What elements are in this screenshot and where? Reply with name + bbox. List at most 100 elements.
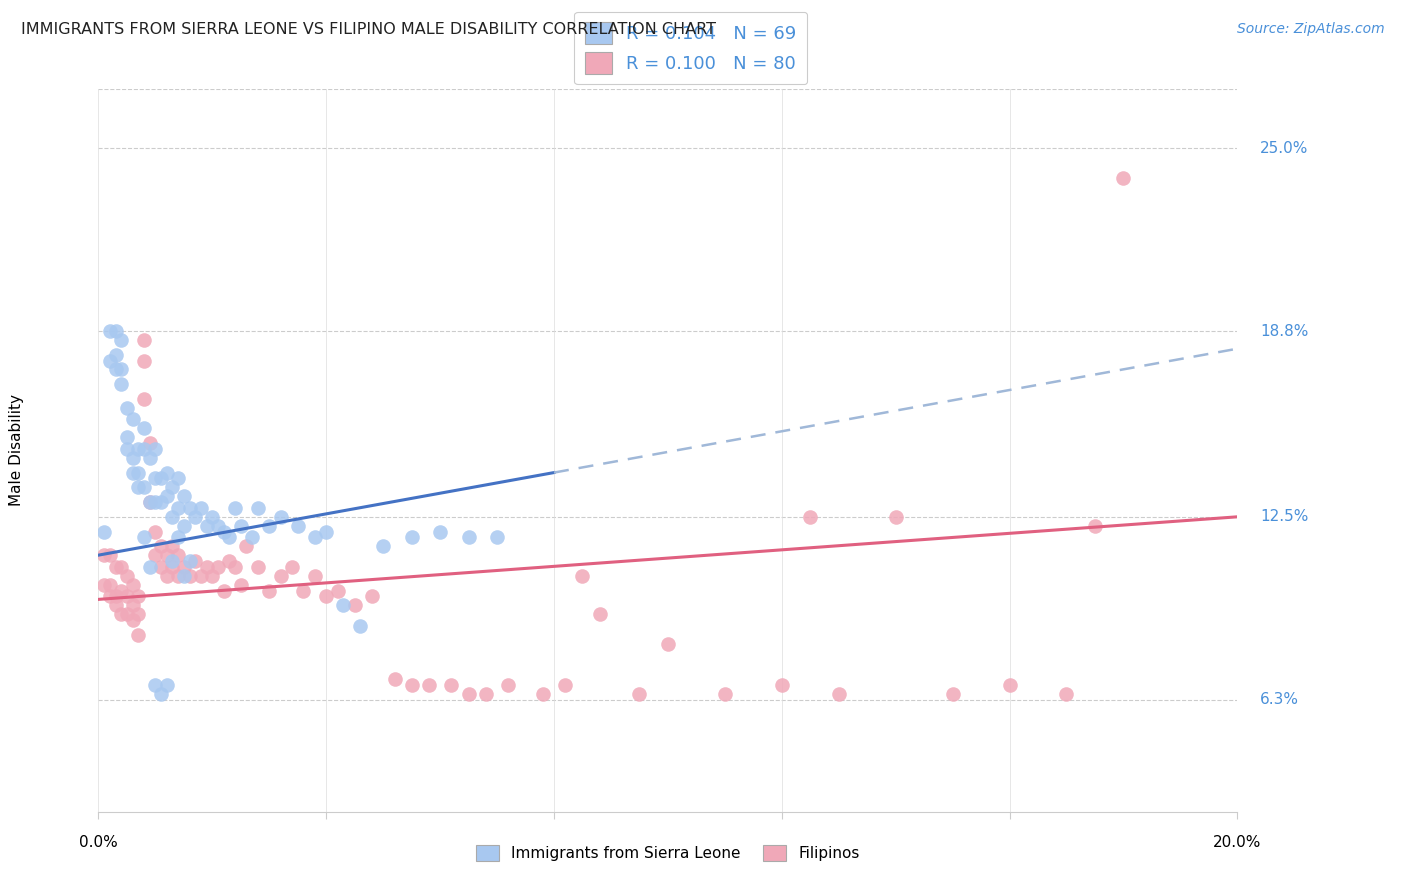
Point [384, 672, 406, 686]
Text: Male Disability: Male Disability [10, 394, 24, 507]
Point [104, 362, 127, 376]
Text: Source: ZipAtlas.com: Source: ZipAtlas.com [1237, 22, 1385, 37]
Point [110, 560, 132, 574]
Text: IMMIGRANTS FROM SIERRA LEONE VS FILIPINO MALE DISABILITY CORRELATION CHART: IMMIGRANTS FROM SIERRA LEONE VS FILIPINO… [21, 22, 716, 37]
Point [173, 569, 195, 583]
Point [486, 531, 509, 545]
Point [401, 678, 423, 692]
Point [121, 466, 143, 480]
Point [167, 569, 190, 583]
Text: 6.3%: 6.3% [1260, 692, 1299, 707]
Point [132, 421, 155, 435]
Point [195, 518, 218, 533]
Point [173, 560, 195, 574]
Point [150, 687, 173, 701]
Point [179, 569, 201, 583]
Point [259, 518, 281, 533]
Point [156, 489, 179, 503]
Point [218, 554, 240, 568]
Point [115, 607, 138, 621]
Point [270, 569, 292, 583]
Point [93, 577, 115, 591]
Point [770, 678, 793, 692]
Point [132, 480, 155, 494]
Point [326, 583, 349, 598]
Point [93, 524, 115, 539]
Point [145, 548, 167, 562]
Point [145, 495, 167, 509]
Point [150, 560, 173, 574]
Point [246, 560, 269, 574]
Point [145, 471, 167, 485]
Point [150, 495, 173, 509]
Point [127, 628, 149, 642]
Point [628, 687, 651, 701]
Point [292, 583, 315, 598]
Point [235, 539, 257, 553]
Point [127, 590, 149, 604]
Point [457, 531, 479, 545]
Point [132, 392, 155, 406]
Point [440, 678, 463, 692]
Point [110, 362, 132, 376]
Point [212, 524, 235, 539]
Point [115, 442, 138, 456]
Text: 18.8%: 18.8% [1260, 324, 1309, 339]
Point [150, 471, 173, 485]
Point [343, 599, 366, 613]
Point [115, 569, 138, 583]
Point [315, 524, 337, 539]
Text: 25.0%: 25.0% [1260, 141, 1309, 156]
Point [240, 531, 263, 545]
Point [98, 577, 121, 591]
Point [799, 509, 821, 524]
Point [132, 531, 155, 545]
Point [138, 450, 160, 465]
Point [281, 560, 304, 574]
Point [167, 531, 190, 545]
Point [373, 539, 395, 553]
Point [98, 353, 121, 368]
Point [138, 560, 160, 574]
Point [207, 518, 229, 533]
Point [110, 333, 132, 347]
Point [224, 500, 246, 515]
Point [657, 637, 679, 651]
Point [121, 577, 143, 591]
Point [1084, 518, 1107, 533]
Point [201, 569, 224, 583]
Point [315, 590, 337, 604]
Point [332, 599, 354, 613]
Point [457, 687, 479, 701]
Point [190, 569, 212, 583]
Point [98, 324, 121, 338]
Point [246, 500, 269, 515]
Point [138, 495, 160, 509]
Point [127, 607, 149, 621]
Point [127, 442, 149, 456]
Point [942, 687, 965, 701]
Point [304, 569, 326, 583]
Point [179, 500, 201, 515]
Point [132, 333, 155, 347]
Point [115, 401, 138, 415]
Point [474, 687, 496, 701]
Point [98, 548, 121, 562]
Point [127, 480, 149, 494]
Point [162, 560, 184, 574]
Point [184, 509, 207, 524]
Point [156, 678, 179, 692]
Point [104, 599, 127, 613]
Point [121, 599, 143, 613]
Point [162, 509, 184, 524]
Text: 12.5%: 12.5% [1260, 509, 1309, 524]
Point [218, 531, 240, 545]
Point [145, 678, 167, 692]
Point [229, 577, 252, 591]
Point [259, 583, 281, 598]
Point [138, 495, 160, 509]
Point [162, 480, 184, 494]
Point [201, 509, 224, 524]
Point [418, 678, 440, 692]
Point [588, 607, 610, 621]
